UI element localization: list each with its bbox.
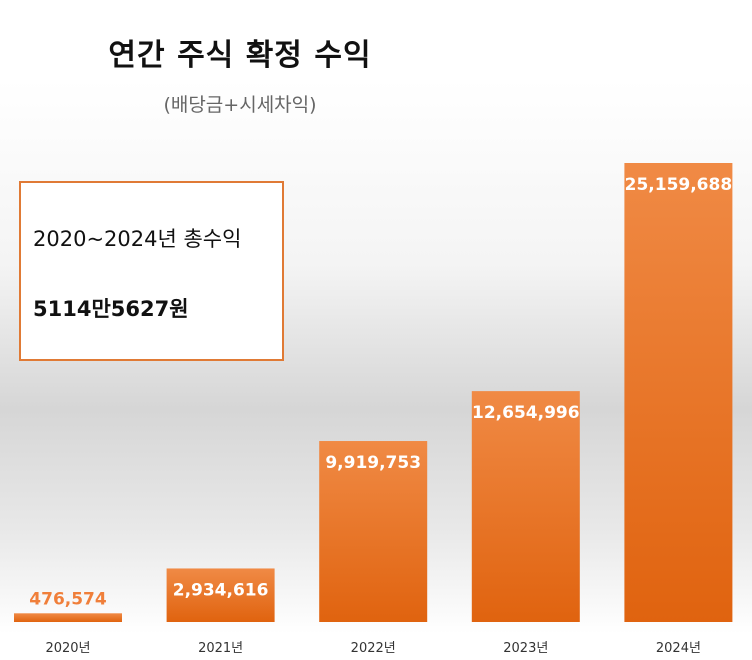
data-label-2022년: 9,919,753 xyxy=(325,453,421,473)
total-summary-label: 2020~2024년 총수익 xyxy=(33,227,242,251)
x-tick-label-2024년: 2024년 xyxy=(656,641,701,656)
chart-title: 연간 주식 확정 수익 xyxy=(108,38,372,73)
data-label-2021년: 2,934,616 xyxy=(173,580,269,600)
total-summary-box: 2020~2024년 총수익 5114만5627원 xyxy=(19,181,284,361)
bar-2021년 xyxy=(166,568,275,622)
bars-layer xyxy=(14,163,733,622)
chart-subtitle: (배당금+시세차익) xyxy=(163,94,317,116)
data-label-2020년: 476,574 xyxy=(29,589,107,609)
bar-2024년 xyxy=(624,163,733,622)
x-axis-labels: 2020년 2021년 2022년 2023년 2024년 xyxy=(45,641,700,656)
bar-2020년 xyxy=(14,613,122,622)
x-tick-label-2021년: 2021년 xyxy=(198,641,243,656)
data-labels-layer: 476,574 2,934,616 9,919,753 12,654,996 25,15… xyxy=(29,175,732,609)
x-tick-label-2020년: 2020년 xyxy=(45,641,90,656)
total-summary-value: 5114만5627원 xyxy=(33,297,189,321)
data-label-2023년: 12,654,996 xyxy=(472,403,580,423)
bar-2022년 xyxy=(319,441,428,622)
bar-2023년 xyxy=(471,391,580,622)
x-tick-label-2022년: 2022년 xyxy=(351,641,396,656)
x-tick-label-2023년: 2023년 xyxy=(503,641,548,656)
data-label-2024년: 25,159,688 xyxy=(625,175,733,195)
